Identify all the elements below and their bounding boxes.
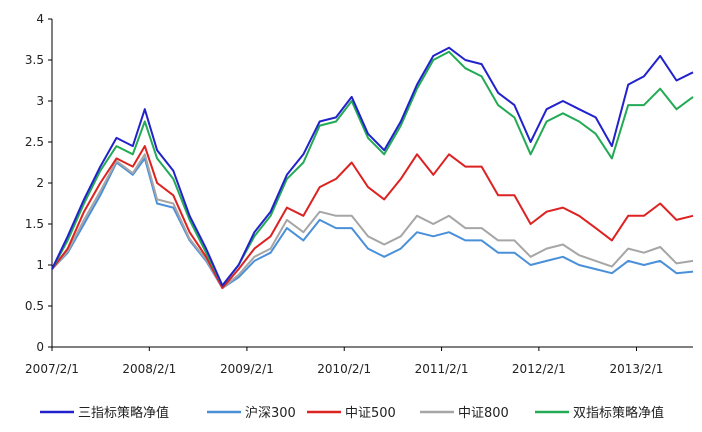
chart-axes bbox=[51, 19, 693, 348]
y-tick-label: 1.5 bbox=[25, 217, 44, 231]
y-tick-label: 0 bbox=[36, 340, 44, 354]
y-tick-label: 4 bbox=[36, 12, 44, 26]
legend-label: 中证500 bbox=[345, 406, 396, 421]
legend-label: 双指标策略净值 bbox=[573, 405, 664, 421]
y-tick-label: 2.5 bbox=[25, 135, 44, 149]
series-layer bbox=[51, 46, 694, 289]
y-tick-label: 0.5 bbox=[25, 299, 44, 313]
series-line-4 bbox=[51, 50, 694, 287]
series-line-0 bbox=[51, 46, 694, 287]
legend-label: 沪深300 bbox=[245, 405, 296, 421]
series-line-3 bbox=[51, 153, 694, 289]
x-tick-label: 2012/2/1 bbox=[512, 362, 566, 376]
x-tick-label: 2007/2/1 bbox=[25, 362, 79, 376]
legend-label: 三指标策略净值 bbox=[78, 405, 169, 421]
x-tick-label: 2011/2/1 bbox=[415, 362, 469, 376]
x-tick-label: 2013/2/1 bbox=[610, 362, 664, 376]
y-tick-label: 2 bbox=[36, 176, 44, 190]
series-line-2 bbox=[51, 145, 694, 289]
y-tick-label: 3 bbox=[36, 94, 44, 108]
y-axis-ticks: 0 0.5 1 1.5 2 2.5 3 3.5 4 bbox=[25, 12, 52, 354]
y-tick-label: 3.5 bbox=[25, 53, 44, 67]
series-line-1 bbox=[51, 157, 694, 289]
x-tick-label: 2010/2/1 bbox=[317, 362, 371, 376]
legend-label: 中证800 bbox=[458, 406, 509, 421]
legend: 三指标策略净值 沪深300 中证500 中证800 双指标策略净值 bbox=[40, 405, 664, 421]
x-tick-label: 2009/2/1 bbox=[220, 362, 274, 376]
x-axis-ticks: 2007/2/1 2008/2/1 2009/2/1 2010/2/1 2011/2/1… bbox=[25, 347, 663, 376]
x-tick-label: 2008/2/1 bbox=[122, 362, 176, 376]
y-tick-label: 1 bbox=[36, 258, 44, 272]
